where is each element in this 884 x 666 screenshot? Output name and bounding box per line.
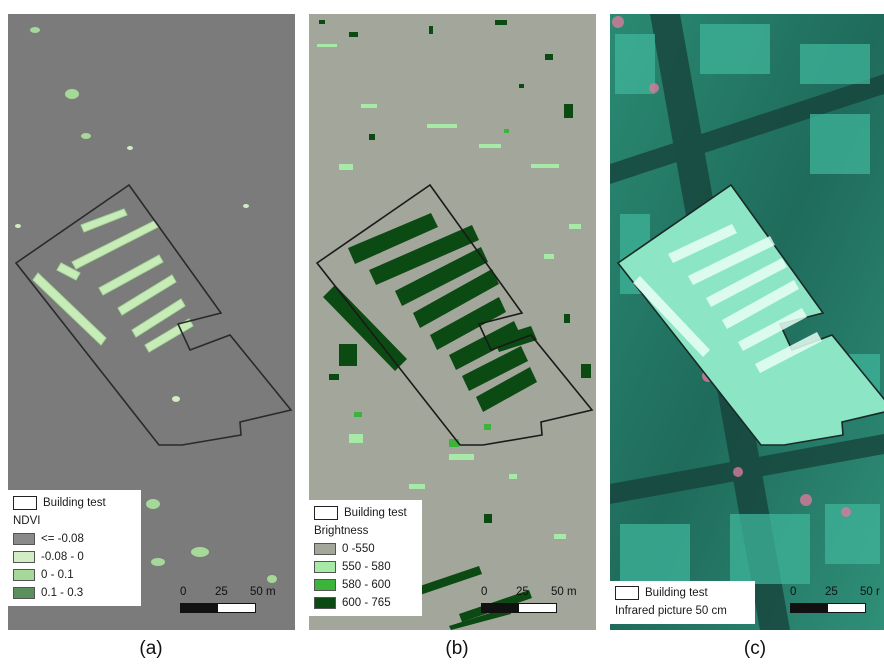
legend-swatch <box>13 533 35 545</box>
caption-c: (c) <box>743 638 767 659</box>
infrared-image-canvas <box>610 14 884 630</box>
scale-label-0: 0 <box>180 586 187 598</box>
brightness-legend: Building test Brightness 0 -550 550 - 58… <box>309 500 422 616</box>
brightness-scatter-mid <box>354 129 509 447</box>
building-outline-swatch <box>13 496 37 510</box>
legend-building-label: Building test <box>43 497 106 509</box>
infrared-scale-bar: 0 25 50 r <box>790 586 884 613</box>
legend-title: Brightness <box>314 525 369 537</box>
legend-class-label: <= -0.08 <box>41 533 84 545</box>
scale-label-0: 0 <box>481 586 488 598</box>
legend-swatch <box>314 561 336 573</box>
legend-class-label: 0 -550 <box>342 543 375 555</box>
legend-class-label: 0 - 0.1 <box>41 569 74 581</box>
infrared-legend: Building test Infrared picture 50 cm <box>610 581 755 624</box>
brightness-building-outline <box>315 183 594 446</box>
legend-class-label: 550 - 580 <box>342 561 391 573</box>
legend-swatch <box>314 597 336 609</box>
legend-swatch <box>13 551 35 563</box>
scale-label-50: 50 m <box>250 586 276 598</box>
legend-subtitle: Infrared picture 50 cm <box>615 605 727 617</box>
scale-label-25: 25 <box>215 586 228 598</box>
legend-row-class: 550 - 580 <box>314 558 422 576</box>
legend-row-building: Building test <box>615 584 755 602</box>
legend-row-class: -0.08 - 0 <box>13 548 141 566</box>
legend-row-class: 0 - 0.1 <box>13 566 141 584</box>
scale-label-25: 25 <box>825 586 838 598</box>
caption-a: (a) <box>139 638 163 659</box>
scale-label-50: 50 m <box>551 586 577 598</box>
caption-b: (b) <box>445 638 469 659</box>
legend-row-class: 600 - 765 <box>314 594 422 612</box>
legend-swatch <box>13 569 35 581</box>
brightness-building-rows <box>323 213 537 412</box>
ndvi-building-stripes <box>32 208 194 353</box>
legend-class-label: -0.08 - 0 <box>41 551 84 563</box>
legend-row-class: <= -0.08 <box>13 530 141 548</box>
scale-label-0: 0 <box>790 586 797 598</box>
building-outline-swatch <box>615 586 639 600</box>
ndvi-vegetation-patches <box>15 27 277 583</box>
brightness-scale-bar: 0 25 50 m <box>481 586 581 613</box>
brightness-scatter-light <box>317 44 581 539</box>
legend-swatch <box>314 579 336 591</box>
legend-title: NDVI <box>13 515 41 527</box>
panel-infrared-image: Building test Infrared picture 50 cm 0 2… <box>610 14 884 630</box>
infrared-building-wings <box>633 224 822 373</box>
legend-class-label: 600 - 765 <box>342 597 391 609</box>
legend-row-class: 0.1 - 0.3 <box>13 584 141 602</box>
legend-row-building: Building test <box>314 504 422 522</box>
ndvi-building-outline <box>14 183 293 446</box>
legend-building-label: Building test <box>645 587 708 599</box>
legend-row-class: 0 -550 <box>314 540 422 558</box>
building-outline-swatch <box>314 506 338 520</box>
scale-label-50: 50 r <box>860 586 880 598</box>
ndvi-scale-bar: 0 25 50 m <box>180 586 280 613</box>
panel-ndvi-map: Building test NDVI <= -0.08 -0.08 - 0 0 … <box>8 14 295 630</box>
legend-row-building: Building test <box>13 494 141 512</box>
legend-swatch <box>13 587 35 599</box>
legend-building-label: Building test <box>344 507 407 519</box>
panel-brightness-map: Building test Brightness 0 -550 550 - 58… <box>309 14 596 630</box>
legend-class-label: 0.1 - 0.3 <box>41 587 84 599</box>
ndvi-legend: Building test NDVI <= -0.08 -0.08 - 0 0 … <box>8 490 141 606</box>
legend-row-class: 580 - 600 <box>314 576 422 594</box>
legend-class-label: 580 - 600 <box>342 579 391 591</box>
legend-swatch <box>314 543 336 555</box>
scale-label-25: 25 <box>516 586 529 598</box>
